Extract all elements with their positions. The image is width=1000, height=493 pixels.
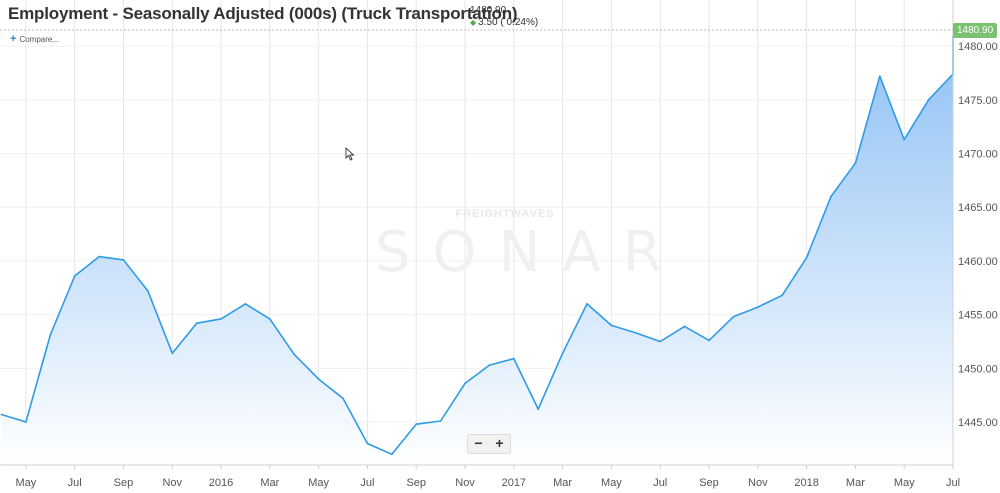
x-tick-label: Nov — [748, 477, 768, 489]
plus-icon: + — [10, 33, 17, 45]
compare-label: Compare... — [19, 35, 60, 44]
data-point — [781, 294, 784, 297]
data-point — [342, 397, 344, 400]
data-point — [195, 322, 198, 325]
x-tick-label: May — [308, 477, 329, 489]
zoom-in-button[interactable]: + — [495, 435, 504, 451]
up-arrow-icon: ◆ — [470, 18, 477, 27]
data-point — [488, 364, 491, 366]
x-tick-label: Mar — [260, 477, 279, 489]
data-point — [415, 423, 418, 426]
y-tick-label: 1480.00 — [958, 41, 998, 53]
x-tick-label: Sep — [406, 477, 426, 489]
data-point — [634, 332, 637, 334]
data-point — [439, 420, 442, 422]
x-tick-label: Mar — [846, 477, 865, 489]
data-point — [586, 303, 588, 305]
series-area-fill — [1, 36, 953, 466]
x-tick-label: May — [601, 477, 622, 489]
x-tick-label: 2016 — [209, 477, 233, 489]
data-point — [268, 318, 271, 320]
data-point — [610, 324, 613, 327]
data-point — [659, 340, 662, 343]
data-point — [244, 303, 247, 305]
data-point — [366, 442, 369, 445]
data-point — [464, 382, 466, 385]
data-point — [293, 353, 296, 356]
data-point — [73, 275, 76, 277]
data-point — [537, 408, 540, 410]
y-tick-label: 1455.00 — [958, 310, 998, 322]
x-tick-label: Sep — [699, 477, 719, 489]
data-point — [854, 162, 857, 165]
change-value: 3.50 ( 0.24%) — [478, 17, 539, 28]
data-point — [0, 413, 3, 416]
chart-title: Employment - Seasonally Adjusted (000s) … — [8, 4, 518, 23]
y-tick-label: 1470.00 — [958, 149, 998, 161]
x-tick-label: Sep — [114, 477, 134, 489]
data-point — [878, 75, 881, 78]
x-tick-label: Jul — [68, 477, 82, 489]
x-tick-label: Nov — [162, 477, 182, 489]
data-point — [220, 318, 222, 320]
data-point — [122, 259, 125, 261]
last-value-tag: 1480.90 — [953, 23, 998, 38]
change-readout: ◆ 3.50 ( 0.24%) — [470, 17, 538, 28]
x-tick-label: 2018 — [794, 477, 818, 489]
x-tick-label: Jul — [360, 477, 374, 489]
watermark-brand-big: SONAR — [375, 220, 684, 285]
x-tick-label: 2017 — [502, 477, 526, 489]
data-point — [903, 138, 906, 141]
data-point — [98, 255, 100, 258]
x-tick-label: May — [15, 477, 36, 489]
last-value: 1480.90 — [470, 5, 507, 16]
data-point — [390, 453, 393, 456]
y-tick-label: 1465.00 — [958, 202, 998, 214]
compare-button[interactable]: + Compare... — [10, 33, 59, 45]
y-tick-label: 1460.00 — [958, 256, 998, 268]
data-point — [147, 290, 149, 292]
data-point — [756, 306, 759, 308]
data-point — [732, 315, 735, 318]
y-tick-label: 1475.00 — [958, 95, 998, 107]
watermark-brand-small: FREIGHTWAVES — [455, 208, 555, 220]
data-point — [708, 339, 710, 342]
data-point — [805, 256, 808, 259]
data-point — [927, 98, 930, 101]
x-tick-label: Nov — [455, 477, 475, 489]
mouse-cursor-icon — [345, 147, 355, 161]
y-axis: 1445.00 1450.00 1455.00 1460.00 1465.00 1470.… — [952, 0, 998, 465]
watermark: FREIGHTWAVES SONAR — [375, 208, 684, 285]
x-tick-label: Jul — [946, 477, 960, 489]
x-tick-label: Mar — [553, 477, 572, 489]
area-layer — [0, 35, 954, 466]
data-point — [317, 378, 320, 380]
zoom-control: − + — [467, 434, 511, 454]
data-point — [561, 352, 564, 355]
x-axis: May Jul Sep Nov 2016 Mar May Jul Sep Nov 2017 Mar Ma… — [0, 464, 960, 489]
data-point — [512, 357, 515, 360]
data-point — [49, 334, 52, 336]
x-tick-label: May — [894, 477, 915, 489]
x-tick-label: Jul — [653, 477, 667, 489]
y-tick-label: 1445.00 — [958, 417, 998, 429]
y-tick-label: 1450.00 — [958, 363, 998, 375]
data-point — [830, 195, 832, 198]
data-point — [683, 325, 686, 328]
data-point — [25, 421, 27, 423]
zoom-out-button[interactable]: − — [474, 435, 483, 451]
data-point — [171, 352, 174, 355]
